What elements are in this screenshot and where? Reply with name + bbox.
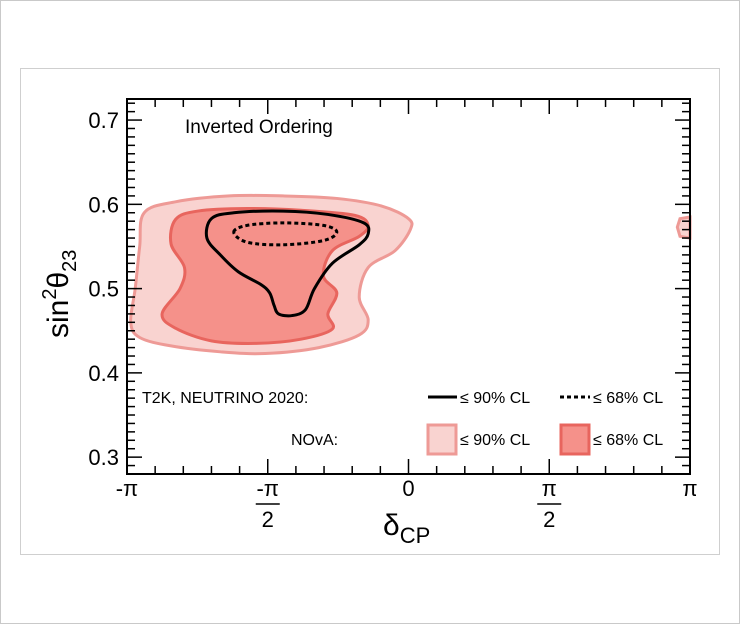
x-tick-label: -π: [116, 476, 139, 501]
x-tick-fraction-label: π2: [537, 476, 562, 532]
y-tick-label: 0.7: [88, 108, 119, 133]
legend-nova-68-swatch: [559, 423, 591, 456]
legend-t2k-68-label: ≤ 68% CL: [593, 390, 663, 407]
y-tick-label: 0.4: [88, 361, 119, 386]
y-tick-label: 0.5: [88, 277, 119, 302]
annotation-inverted-ordering: Inverted Ordering: [185, 117, 333, 138]
y-tick-label: 0.3: [88, 445, 119, 470]
legend-nova-90-swatch: [426, 423, 458, 456]
x-tick-label: 0: [402, 476, 414, 501]
legend-t2k-90-label: ≤ 90% CL: [460, 390, 530, 407]
x-tick-label-numerator: -π: [256, 476, 279, 501]
legend-nova-90-label: ≤ 90% CL: [460, 432, 530, 449]
x-axis-label: δCP: [383, 509, 430, 548]
legend: T2K, NEUTRINO 2020: ≤ 90% CL ≤ 68% CL NO…: [142, 390, 663, 456]
contour-t2k-90-cl: [204, 209, 371, 318]
x-tick-label-denominator: 2: [543, 507, 555, 532]
x-tick-label: π: [682, 476, 697, 501]
contours-layer: [129, 193, 692, 356]
ticks-layer: 0.30.40.50.60.7-π -π20 π2π: [88, 99, 698, 532]
contour-nova-90-cl-wrap-at: [675, 215, 692, 240]
legend-row1-label: T2K, NEUTRINO 2020:: [142, 390, 308, 407]
x-tick-fraction-label: -π 2: [255, 476, 280, 532]
contour-t2k-68-cl: [232, 221, 339, 247]
legend-row2-label: NOvA:: [291, 432, 338, 449]
y-tick-label: 0.6: [88, 192, 119, 217]
legend-nova-68-label: ≤ 68% CL: [593, 432, 663, 449]
x-tick-label-denominator: 2: [262, 507, 274, 532]
contour-nova-68-cl: [160, 207, 370, 345]
x-tick-label-numerator: π: [542, 476, 557, 501]
figure-frame: [20, 68, 720, 555]
y-axis-label: sin2θ23: [39, 250, 81, 338]
